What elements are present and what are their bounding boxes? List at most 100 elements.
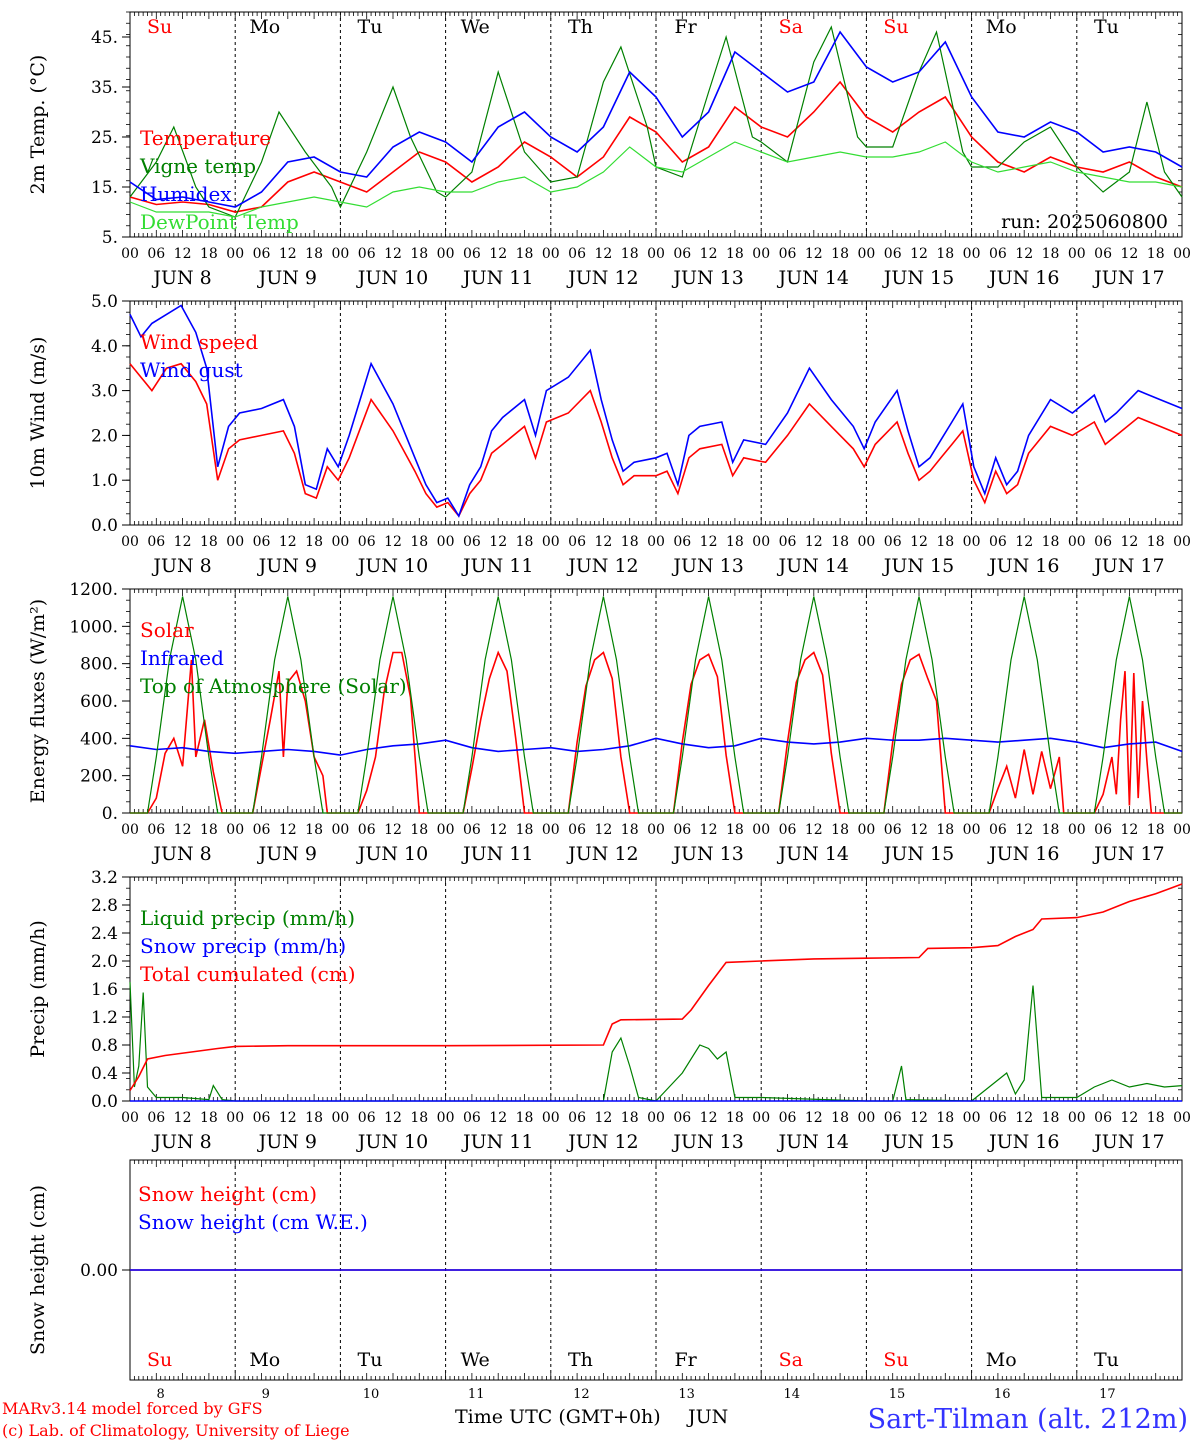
y-tick-label: 2.4 <box>91 924 118 944</box>
weekday-label-bottom: Th <box>568 1349 593 1371</box>
hour-label: 06 <box>884 246 902 262</box>
weekday-label-bottom: We <box>461 1349 490 1371</box>
hour-label: 12 <box>594 822 612 838</box>
hour-label: 06 <box>779 246 797 262</box>
y-tick-label: 1200. <box>69 580 118 600</box>
y-tick-label: 25. <box>91 128 118 148</box>
hour-label: 00 <box>647 534 665 550</box>
y-tick-label: 800. <box>80 655 118 675</box>
hour-label: 00 <box>331 822 349 838</box>
hour-label: 12 <box>279 1110 297 1126</box>
hour-label: 12 <box>1015 534 1033 550</box>
hour-label: 00 <box>121 1110 139 1126</box>
y-axis-title: 2m Temp. (°C) <box>27 55 49 195</box>
hour-label: 12 <box>805 246 823 262</box>
hour-label: 18 <box>621 534 639 550</box>
day-number-label: 10 <box>363 1387 380 1402</box>
day-label: JUN 17 <box>1092 843 1164 865</box>
hour-label: 06 <box>884 822 902 838</box>
hour-label: 00 <box>1173 534 1191 550</box>
hour-label: 00 <box>647 1110 665 1126</box>
legend-entry: Snow height (cm) <box>138 1182 317 1206</box>
y-tick-label: 5. <box>102 228 118 248</box>
day-label: JUN 17 <box>1092 1131 1164 1153</box>
hour-label: 00 <box>437 1110 455 1126</box>
y-tick-label: 0.8 <box>91 1036 118 1056</box>
y-tick-label: 200. <box>80 767 118 787</box>
day-label: JUN 15 <box>882 267 954 289</box>
day-number-label: 8 <box>156 1387 164 1402</box>
weekday-label-top: Tu <box>358 16 383 38</box>
legend-entry: DewPoint Temp <box>140 210 299 234</box>
day-number-label: 13 <box>678 1387 695 1402</box>
weekday-label-bottom: Tu <box>358 1349 383 1371</box>
hour-label: 00 <box>857 1110 875 1126</box>
weekday-label-bottom: Su <box>883 1349 908 1371</box>
weekday-label-bottom: Mo <box>249 1349 280 1371</box>
hour-label: 18 <box>621 822 639 838</box>
hour-label: 00 <box>437 822 455 838</box>
hour-label: 18 <box>1042 822 1060 838</box>
hour-label: 12 <box>384 1110 402 1126</box>
hour-label: 06 <box>989 246 1007 262</box>
y-tick-label: 45. <box>91 28 118 48</box>
series-wind-gust <box>129 304 1183 518</box>
hour-label: 12 <box>174 822 192 838</box>
legend-entry: Temperature <box>140 126 271 150</box>
day-label: JUN 15 <box>882 1131 954 1153</box>
hour-label: 00 <box>121 534 139 550</box>
hour-label: 18 <box>936 534 954 550</box>
panel-4: 0.0 0.4 0.8 1.2 1.6 2.0 2.4 2.8 3.2 Precip (mm/h)… <box>27 868 1191 1153</box>
day-label: JUN 11 <box>461 843 533 865</box>
legend-entry: Total cumulated (cm) <box>140 962 356 986</box>
hour-label: 00 <box>331 246 349 262</box>
hour-label: 12 <box>910 1110 928 1126</box>
hour-label: 18 <box>831 246 849 262</box>
hour-label: 18 <box>200 822 218 838</box>
weekday-label-bottom: Sa <box>779 1349 803 1371</box>
hour-label: 12 <box>594 1110 612 1126</box>
hour-label: 00 <box>963 1110 981 1126</box>
hour-label: 06 <box>1094 246 1112 262</box>
hour-label: 18 <box>516 534 534 550</box>
hour-label: 18 <box>831 822 849 838</box>
y-tick-label: 1.0 <box>91 471 118 491</box>
hour-label: 00 <box>542 246 560 262</box>
hour-label: 18 <box>305 246 323 262</box>
hour-label: 06 <box>673 1110 691 1126</box>
hour-label: 00 <box>857 246 875 262</box>
hour-label: 06 <box>253 534 271 550</box>
hour-label: 18 <box>305 822 323 838</box>
day-number-label: 16 <box>994 1387 1011 1402</box>
day-label: JUN 9 <box>257 1131 317 1153</box>
hour-label: 00 <box>226 246 244 262</box>
day-label: JUN 10 <box>356 843 428 865</box>
y-tick-label: 0.0 <box>91 1092 118 1112</box>
hour-label: 06 <box>253 822 271 838</box>
hour-label: 12 <box>805 534 823 550</box>
panel-2: 0.0 1.0 2.0 3.0 4.0 5.0 10m Wind (m/s) Wind spe… <box>27 292 1191 577</box>
y-tick-label: 1000. <box>69 617 118 637</box>
hour-label: 18 <box>1042 534 1060 550</box>
weekday-label-top: Su <box>147 16 172 38</box>
series-temperature <box>129 80 1183 213</box>
run-label: run: 2025060800 <box>1001 211 1168 233</box>
hour-label: 00 <box>1173 246 1191 262</box>
panel-3: 0. 200. 400. 600. 800. 1000. 1200. Energy fluxe… <box>27 580 1191 865</box>
hour-label: 06 <box>463 246 481 262</box>
hour-label: 00 <box>647 246 665 262</box>
hour-label: 18 <box>726 1110 744 1126</box>
panel-1: 5. 15. 25. 35. 45. 2m Temp. (°C) Temperature Vi… <box>27 11 1191 289</box>
hour-label: 00 <box>752 534 770 550</box>
panel-5: 0.00 Snow height (cm) Snow height (cm) Snow… <box>27 1159 1183 1381</box>
day-number-label: 14 <box>784 1387 801 1402</box>
hour-label: 06 <box>568 1110 586 1126</box>
hour-label: 12 <box>174 246 192 262</box>
hour-label: 18 <box>410 246 428 262</box>
hour-label: 18 <box>410 822 428 838</box>
hour-label: 12 <box>489 246 507 262</box>
hour-label: 06 <box>1094 534 1112 550</box>
hour-label: 12 <box>910 534 928 550</box>
hour-label: 18 <box>305 534 323 550</box>
